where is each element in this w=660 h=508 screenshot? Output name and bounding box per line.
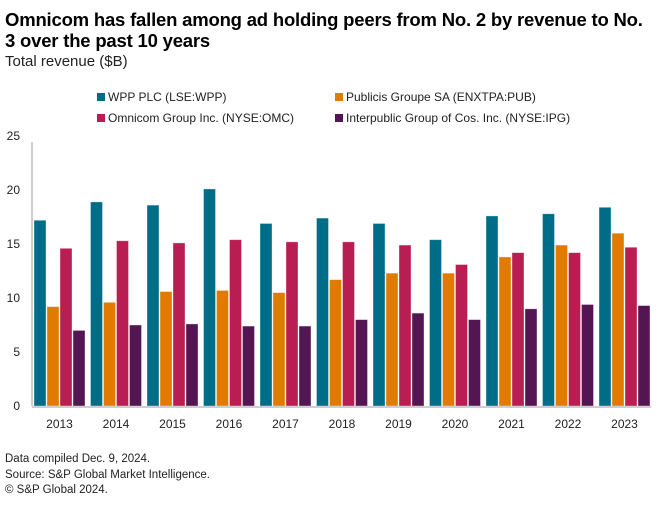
x-tick-label-2020: 2020 — [442, 417, 469, 431]
bar-wpp-2019 — [372, 223, 386, 407]
bar-publicis-2020 — [442, 272, 455, 407]
bar-publicis-2019 — [385, 272, 399, 407]
legend-label-interpublic: Interpublic Group of Cos. Inc. (NYSE:IPG… — [346, 111, 571, 125]
x-tick-label-2022: 2022 — [555, 417, 582, 431]
bar-publicis-2014 — [103, 301, 116, 407]
x-tick-label-2021: 2021 — [498, 417, 525, 431]
bar-group-2017 — [259, 223, 312, 407]
bar-interpublic-2016 — [242, 325, 255, 407]
bar-omnicom-2019 — [398, 244, 412, 407]
bar-omnicom-2016 — [229, 239, 242, 407]
y-tick-label: 10 — [7, 291, 21, 305]
bar-publicis-2022 — [555, 244, 568, 407]
bar-group-2018 — [316, 217, 368, 407]
bar-group-2023 — [598, 206, 651, 407]
bar-omnicom-2022 — [568, 252, 581, 407]
bar-interpublic-2019 — [411, 312, 425, 407]
x-tick-label-2019: 2019 — [385, 417, 412, 431]
bar-interpublic-2018 — [355, 319, 368, 407]
x-tick-label-2014: 2014 — [103, 417, 130, 431]
bar-group-2013 — [33, 219, 86, 407]
footer-source: Source: S&P Global Market Intelligence. — [5, 468, 210, 481]
bar-publicis-2017 — [272, 292, 286, 407]
bar-group-2020 — [429, 239, 481, 407]
legend-label-omnicom: Omnicom Group Inc. (NYSE:OMC) — [108, 111, 295, 125]
bar-group-2021 — [485, 215, 538, 407]
bar-omnicom-2023 — [624, 246, 638, 407]
chart-footer: Data compiled Dec. 9, 2024. Source: S&P … — [5, 452, 210, 499]
bar-omnicom-2017 — [285, 241, 299, 407]
bar-interpublic-2022 — [581, 304, 594, 407]
legend-item-omnicom: Omnicom Group Inc. (NYSE:OMC) — [97, 111, 294, 125]
legend-label-publicis: Publicis Groupe SA (ENXTPA:PUB) — [346, 90, 536, 104]
x-tick-label-2017: 2017 — [272, 417, 299, 431]
legend-swatch-wpp — [97, 93, 105, 101]
bar-interpublic-2021 — [524, 308, 538, 407]
bar-omnicom-2013 — [59, 247, 73, 407]
legend-swatch-publicis — [335, 93, 343, 101]
bar-publicis-2018 — [329, 279, 342, 407]
bar-group-2022 — [542, 213, 594, 407]
bar-group-2014 — [90, 201, 142, 407]
legend-swatch-interpublic — [335, 114, 343, 122]
y-tick-label: 15 — [7, 237, 21, 251]
bar-interpublic-2015 — [185, 323, 199, 407]
y-tick-label: 0 — [13, 399, 20, 413]
legend-label-wpp: WPP PLC (LSE:WPP) — [108, 90, 227, 104]
bar-wpp-2014 — [90, 201, 103, 407]
footer-copyright: © S&P Global 2024. — [5, 484, 108, 496]
bar-omnicom-2021 — [511, 252, 525, 407]
bar-interpublic-2014 — [129, 324, 142, 407]
bar-omnicom-2015 — [172, 242, 186, 407]
x-tick-label-2018: 2018 — [329, 417, 356, 431]
y-tick-label: 5 — [13, 345, 20, 359]
bar-wpp-2015 — [146, 204, 160, 407]
x-tick-label-2016: 2016 — [216, 417, 243, 431]
y-tick-label: 20 — [7, 183, 21, 197]
chart-subtitle: Total revenue ($B) — [5, 53, 128, 70]
bar-omnicom-2020 — [455, 264, 468, 407]
legend-swatch-omnicom — [97, 114, 105, 122]
bar-wpp-2021 — [485, 215, 499, 407]
bar-group-2015 — [146, 204, 199, 407]
bar-omnicom-2018 — [342, 241, 355, 407]
x-tick-label-2023: 2023 — [611, 417, 638, 431]
bar-wpp-2020 — [429, 239, 442, 407]
bar-wpp-2013 — [33, 219, 47, 407]
chart-title: Omnicom has fallen among ad holding peer… — [5, 9, 643, 51]
bar-omnicom-2014 — [116, 240, 129, 407]
y-axis-ticks: 0 5 10 15 20 25 — [7, 129, 21, 413]
bar-wpp-2017 — [259, 223, 273, 407]
bar-interpublic-2020 — [468, 319, 481, 407]
bar-wpp-2016 — [203, 188, 216, 407]
bar-interpublic-2017 — [298, 325, 312, 407]
x-tick-label-2015: 2015 — [159, 417, 186, 431]
y-tick-label: 25 — [7, 129, 21, 143]
bar-publicis-2023 — [611, 232, 625, 407]
footer-data-compiled: Data compiled Dec. 9, 2024. — [5, 453, 151, 465]
legend-item-publicis: Publicis Groupe SA (ENXTPA:PUB) — [335, 90, 536, 104]
bar-publicis-2016 — [216, 290, 229, 407]
bar-wpp-2018 — [316, 217, 329, 407]
bar-groups — [33, 188, 651, 407]
bar-interpublic-2023 — [637, 305, 651, 407]
bar-publicis-2021 — [498, 256, 512, 407]
legend-item-wpp: WPP PLC (LSE:WPP) — [97, 90, 226, 104]
bar-publicis-2015 — [159, 291, 173, 407]
bar-publicis-2013 — [46, 306, 60, 407]
bar-group-2019 — [372, 223, 425, 407]
x-axis-ticks: 2013 2014 2015 2016 2017 2018 2019 2020 2021 2022… — [46, 417, 638, 431]
bar-interpublic-2013 — [72, 329, 86, 407]
bar-wpp-2023 — [598, 206, 612, 407]
x-tick-label-2013: 2013 — [46, 417, 73, 431]
bar-group-2016 — [203, 188, 255, 407]
legend-item-interpublic: Interpublic Group of Cos. Inc. (NYSE:IPG… — [335, 111, 570, 125]
bar-wpp-2022 — [542, 213, 555, 407]
